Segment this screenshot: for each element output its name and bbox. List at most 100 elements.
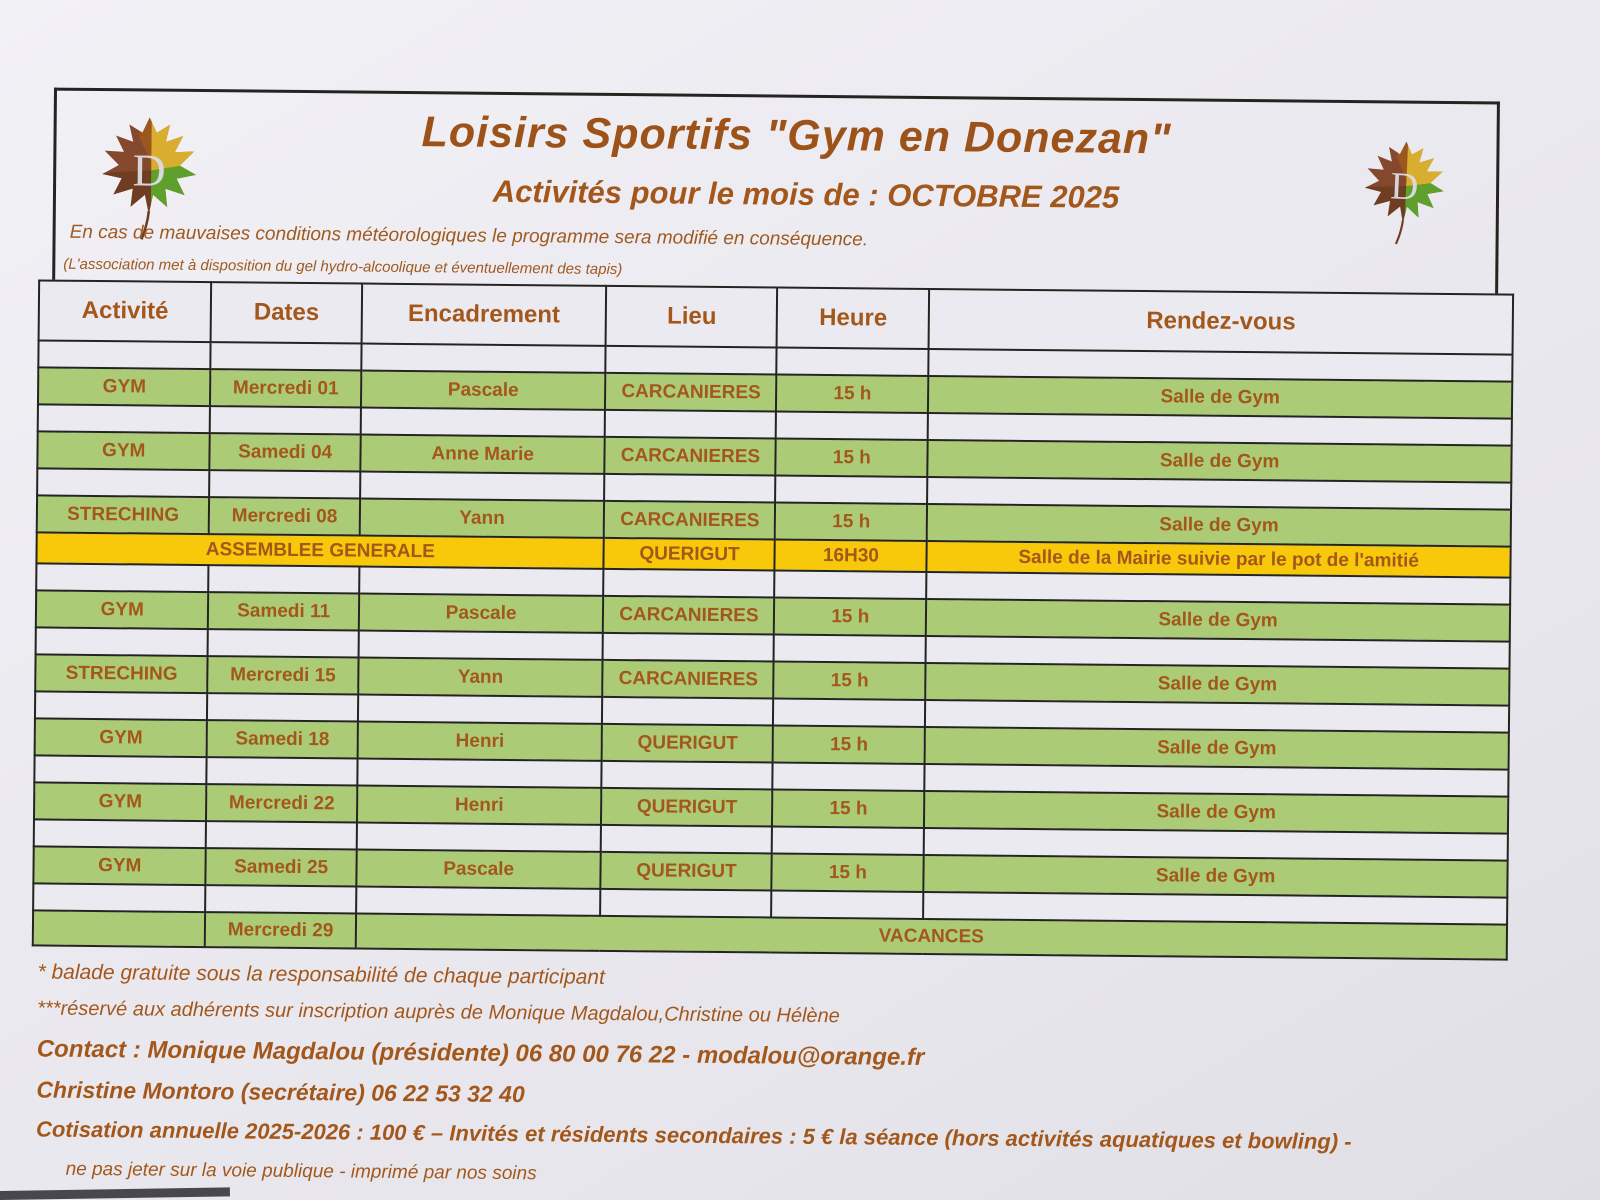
- meeting-point-cell: Salle de Gym: [926, 598, 1511, 642]
- equipment-note: (L'association met à disposition du gel …: [63, 255, 623, 279]
- activity-cell: GYM: [34, 718, 208, 758]
- location-cell: CARCANIERES: [602, 659, 774, 699]
- location-cell: CARCANIERES: [604, 436, 777, 476]
- empty-cell: [775, 475, 928, 504]
- empty-cell: [206, 821, 357, 850]
- empty-cell: [37, 468, 210, 498]
- empty-cell: [601, 760, 774, 790]
- instructor-cell: Henri: [357, 721, 603, 761]
- date-cell: Mercredi 15: [207, 656, 359, 695]
- empty-cell: [358, 566, 604, 596]
- time-cell: 15 h: [772, 789, 925, 828]
- date-cell: Samedi 04: [209, 433, 361, 472]
- location-cell: QUERIGUT: [600, 851, 773, 891]
- time-cell: 15 h: [771, 853, 924, 892]
- maple-leaf-logo-left: D: [97, 117, 200, 247]
- location-cell: CARCANIERES: [604, 500, 776, 540]
- activity-cell: STRECHING: [35, 654, 209, 694]
- location-cell: QUERIGUT: [603, 537, 776, 571]
- empty-cell: [776, 411, 929, 440]
- empty-cell: [358, 630, 604, 660]
- footer-notes: * balade gratuite sous la responsabilité…: [36, 960, 1508, 1194]
- column-header-heure: Heure: [776, 287, 930, 349]
- column-header-dates: Dates: [211, 282, 362, 344]
- time-cell: 15 h: [776, 374, 929, 413]
- maple-leaf-icon: D: [1363, 139, 1446, 245]
- empty-cell: [210, 342, 362, 371]
- date-cell: Samedi 25: [205, 848, 357, 887]
- empty-cell: [600, 888, 772, 918]
- paper-sheet: D D Loisirs Sportifs "Gym en Donezan: [30, 87, 1516, 1194]
- instructor-cell: Pascale: [356, 849, 602, 889]
- empty-cell: [605, 409, 777, 439]
- svg-text:D: D: [1390, 165, 1420, 208]
- instructor-cell: Yann: [357, 657, 604, 697]
- footer-note-balade: * balade gratuite sous la responsabilité…: [37, 960, 605, 989]
- empty-cell: [603, 632, 775, 662]
- empty-cell: [604, 473, 776, 503]
- empty-cell: [33, 819, 207, 849]
- empty-cell: [33, 883, 206, 913]
- empty-cell: [772, 826, 925, 855]
- activity-cell: GYM: [37, 367, 211, 407]
- date-cell: Mercredi 01: [210, 369, 362, 408]
- empty-cell: [602, 696, 774, 726]
- empty-cell: [35, 627, 209, 657]
- maple-leaf-icon: D: [102, 117, 197, 240]
- activity-cell: STRECHING: [36, 495, 210, 535]
- meeting-point-cell: Salle de Gym: [927, 439, 1512, 483]
- date-cell: Mercredi 22: [206, 784, 358, 823]
- location-cell: QUERIGUT: [602, 723, 774, 763]
- footer-contact-secretaire: Christine Montoro (secrétaire) 06 22 53 …: [36, 1076, 525, 1108]
- empty-cell: [34, 691, 208, 721]
- activity-cell: GYM: [33, 846, 207, 886]
- footer-print-notice: ne pas jeter sur la voie publique - impr…: [65, 1158, 537, 1185]
- page-title: Loisirs Sportifs "Gym en Donezan": [421, 108, 1172, 164]
- empty-cell: [359, 471, 605, 501]
- empty-cell: [34, 755, 208, 785]
- column-header-encadrement: Encadrement: [361, 283, 607, 346]
- empty-cell: [355, 886, 601, 916]
- column-header-rendez-vous: Rendez-vous: [928, 288, 1514, 355]
- maple-leaf-logo-right: D: [1358, 139, 1449, 253]
- empty-cell: [205, 885, 357, 914]
- empty-cell: [36, 563, 209, 593]
- empty-cell: [38, 340, 212, 370]
- date-cell: Mercredi 08: [209, 497, 360, 536]
- footer-cotisation: Cotisation annuelle 2025-2026 : 100 € – …: [35, 1116, 1352, 1155]
- instructor-cell: Pascale: [358, 593, 604, 633]
- schedule-table: Activité Dates Encadrement Lieu Heure Rendez-…: [31, 279, 1515, 961]
- weather-note: En cas de mauvaises conditions météorolo…: [69, 221, 869, 251]
- empty-cell: [210, 406, 361, 435]
- activity-cell: GYM: [37, 431, 211, 471]
- empty-cell: [208, 629, 359, 658]
- empty-cell: [208, 565, 360, 594]
- location-cell: QUERIGUT: [601, 787, 773, 827]
- empty-cell: [771, 890, 924, 919]
- activity-cell: [32, 910, 206, 948]
- time-cell: 15 h: [774, 597, 927, 636]
- empty-cell: [357, 694, 603, 724]
- location-cell: CARCANIERES: [603, 595, 775, 635]
- empty-cell: [209, 470, 361, 499]
- instructor-cell: Pascale: [360, 370, 606, 410]
- empty-cell: [206, 757, 358, 786]
- meeting-point-cell: Salle de Gym: [928, 375, 1513, 419]
- empty-cell: [773, 698, 926, 727]
- desk-edge: [0, 1187, 230, 1200]
- page-subtitle: Activités pour le mois de : OCTOBRE 2025: [492, 173, 1120, 215]
- header-box: D D Loisirs Sportifs "Gym en Donezan: [52, 87, 1500, 294]
- activity-cell: GYM: [35, 590, 209, 630]
- time-cell: 16H30: [774, 539, 927, 572]
- meeting-point-cell: Salle de Gym: [926, 503, 1512, 547]
- time-cell: 15 h: [773, 661, 926, 700]
- meeting-point-cell: Salle de Gym: [923, 854, 1508, 898]
- footer-note-reserve: ***réservé aux adhérents sur inscription…: [37, 997, 840, 1028]
- instructor-cell: Anne Marie: [360, 434, 606, 474]
- date-cell: Samedi 11: [208, 592, 359, 631]
- empty-cell: [774, 570, 927, 599]
- empty-cell: [603, 568, 775, 598]
- empty-cell: [772, 762, 925, 791]
- time-cell: 15 h: [775, 438, 928, 477]
